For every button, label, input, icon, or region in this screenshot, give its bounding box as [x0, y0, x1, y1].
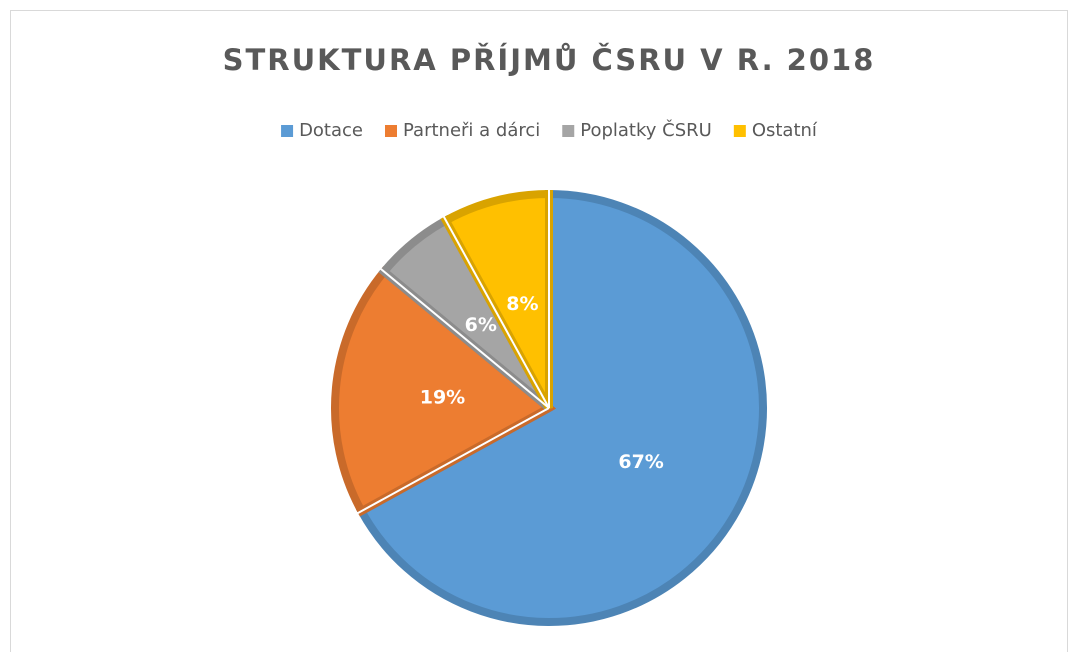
data-label: 6%	[465, 314, 497, 336]
data-label: 67%	[618, 451, 663, 473]
legend-swatch	[281, 125, 294, 137]
legend-label: Ostatní	[752, 120, 818, 141]
legend-swatch	[562, 125, 575, 137]
legend: Dotace Partneři a dárci Poplatky ČSRU Ostat…	[281, 119, 818, 141]
legend-label: Dotace	[299, 120, 363, 141]
legend-label: Poplatky ČSRU	[580, 119, 712, 141]
slice-separator	[442, 215, 550, 409]
pie-slice	[331, 265, 557, 517]
slice-separator	[356, 407, 550, 515]
pie-slice	[356, 189, 767, 626]
slice-separator	[379, 267, 550, 409]
chart-title: STRUKTURA PŘÍJMŮ ČSRU V R. 2018	[223, 43, 876, 77]
data-label: 19%	[420, 386, 465, 408]
legend-swatch	[733, 125, 746, 137]
legend-swatch	[385, 125, 397, 137]
legend-label: Partneři a dárci	[403, 120, 540, 141]
pie-slice	[440, 189, 553, 410]
data-label: 8%	[506, 293, 538, 315]
